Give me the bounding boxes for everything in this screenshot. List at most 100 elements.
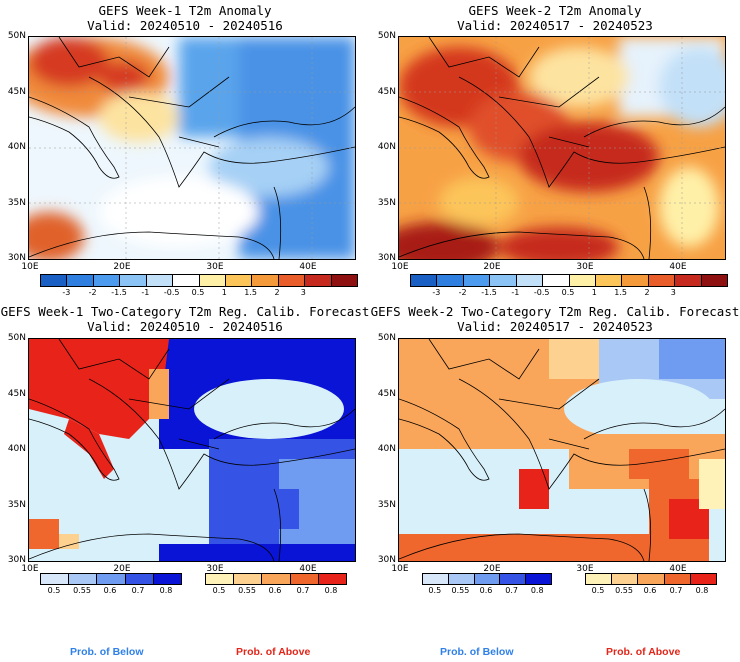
colorbar-tick-label: 0.8 [159,586,173,595]
lon-label: 40E [669,262,687,272]
colorbar-tick-label: 0.55 [451,586,470,595]
colorbar-tick-label: -0.5 [533,288,550,297]
probability-map [398,338,726,562]
colorbar-tick-label: 0.6 [103,586,117,595]
lon-label: 10E [391,564,409,574]
panel-title: GEFS Week-1 Two-Category T2m Reg. Calib.… [0,304,370,319]
lon-label: 10E [21,564,39,574]
anomaly-swatch [648,275,676,286]
colorbar-tick-label: 3 [300,288,306,297]
lat-label: 45N [377,87,396,97]
prob-below-swatch [69,574,98,584]
colorbar-tick-label: 0.5 [428,586,442,595]
lat-label: 45N [7,389,26,399]
panel-subtitle: Valid: 20240517 - 20240523 [457,18,653,33]
prob-above-swatch [206,574,235,584]
lon-label: 30E [206,564,224,574]
colorbar-tick-label: 1.5 [614,288,628,297]
panel-subtitle: Valid: 20240517 - 20240523 [457,319,653,334]
lon-label: 20E [483,262,501,272]
prob-below-label: Prob. of Below [440,646,514,658]
colorbar-tick-label: 0.5 [212,586,226,595]
prob-below-colorbar [40,573,182,585]
anomaly-swatch [516,275,544,286]
prob-below-swatch [500,574,527,584]
lon-label: 20E [483,564,501,574]
lon-label: 10E [391,262,409,272]
prob-below-label: Prob. of Below [70,646,144,658]
prob-above-swatch [638,574,665,584]
lon-label: 40E [299,262,317,272]
colorbar-tick-label: 0.5 [561,288,575,297]
panel-title: GEFS Week-2 Two-Category T2m Reg. Calib.… [370,304,740,319]
anomaly-swatch [120,275,147,286]
colorbar-tick-label: 0.55 [238,586,256,595]
lon-label: 20E [113,564,131,574]
prob-below-swatch [448,574,475,584]
colorbar-tick-label: -0.5 [163,288,180,297]
prob-below-swatch [526,574,551,584]
lon-label: 30E [206,262,224,272]
lat-label: 40N [7,444,26,454]
colorbar-tick-label: -2 [88,288,97,297]
panel-subtitle: Valid: 20240510 - 20240516 [87,319,283,334]
colorbar-tick-label: -2 [458,288,467,297]
prob-above-colorbar [585,573,717,585]
colorbar-tick-label: -1 [511,288,520,297]
colorbar-tick-label: -3 [62,288,71,297]
lat-label: 40N [377,142,396,152]
colorbar-tick-label: -1 [141,288,150,297]
prob-above-swatch [262,574,291,584]
colorbar-tick-label: 3 [670,288,676,297]
panel-week2-anomaly: GEFS Week-2 T2m Anomaly Valid: 20240517 … [370,0,740,300]
anomaly-swatch [701,275,728,286]
lat-label: 35N [377,198,396,208]
prob-above-swatch [234,574,263,584]
colorbar-tick-label: 2 [644,288,650,297]
anomaly-swatch [225,275,253,286]
lat-label: 30N [7,253,26,263]
lat-label: 50N [7,31,26,41]
lat-label: 35N [7,198,26,208]
anomaly-map [28,36,356,260]
colorbar-tick-label: 0.55 [615,586,633,595]
colorbar-tick-label: 0.8 [530,586,544,595]
anomaly-swatch [199,275,226,286]
lat-label: 30N [7,555,26,565]
lat-label: 40N [377,444,396,454]
lat-label: 40N [7,142,26,152]
lat-label: 50N [377,31,396,41]
colorbar-tick-label: -1.5 [481,288,497,297]
colorbar-tick-label: 0.55 [73,586,91,595]
prob-above-swatch [318,574,347,584]
lon-label: 40E [669,564,687,574]
prob-below-swatch [423,574,449,584]
anomaly-swatch [67,275,94,286]
anomaly-swatch [305,275,332,286]
panel-title: GEFS Week-1 T2m Anomaly [98,3,272,18]
anomaly-colorbar [40,274,358,287]
lat-label: 35N [7,500,26,510]
colorbar-tick-label: 0.7 [669,586,683,595]
lat-label: 45N [7,87,26,97]
anomaly-swatch [463,275,491,286]
panel-subtitle: Valid: 20240510 - 20240516 [87,18,283,33]
panel-week1-prob: GEFS Week-1 Two-Category T2m Reg. Calib.… [0,300,370,662]
prob-below-colorbar [422,573,552,585]
anomaly-swatch [543,275,570,286]
colorbar-tick-label: -1.5 [111,288,127,297]
colorbar-tick-label: 0.5 [47,586,61,595]
colorbar-tick-label: 1 [221,288,227,297]
colorbar-tick-label: 1.5 [244,288,258,297]
anomaly-swatch [252,275,279,286]
colorbar-tick-label: 0.6 [268,586,282,595]
anomaly-swatch [173,275,200,286]
lon-label: 20E [113,262,131,272]
prob-above-swatch [664,574,691,584]
anomaly-swatch [331,275,358,286]
colorbar-tick-label: 1 [591,288,597,297]
anomaly-swatch [595,275,623,286]
prob-above-swatch [612,574,639,584]
anomaly-swatch [278,275,306,286]
lon-label: 30E [576,564,594,574]
